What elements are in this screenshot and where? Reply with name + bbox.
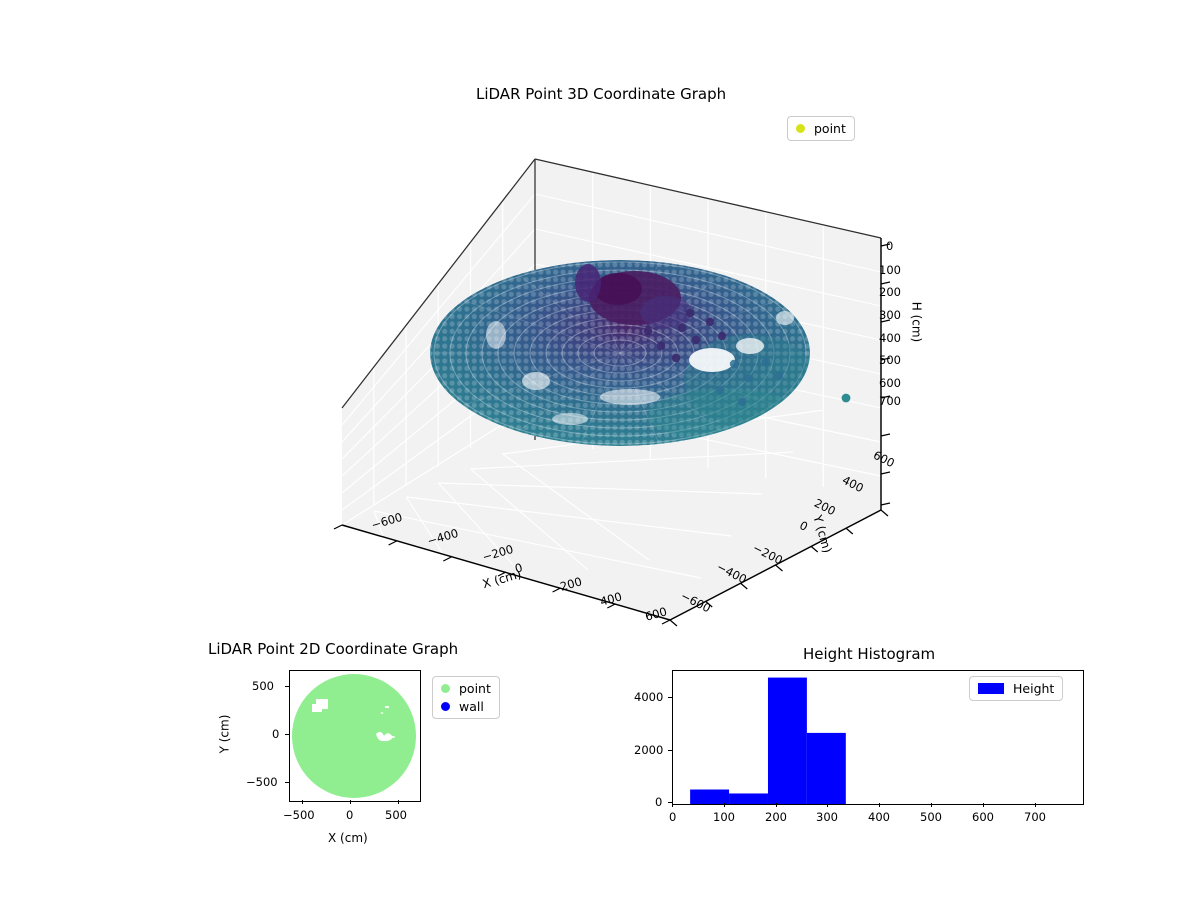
- plot3d-ztick-6: 600: [879, 376, 901, 390]
- histogram-bars: [690, 677, 846, 804]
- plot2d-xtickmark-2: [398, 800, 400, 804]
- plot2d-ytick-0: 0: [272, 727, 280, 741]
- point-marker-icon: [796, 124, 805, 133]
- plot2d-ylabel: Y (cm): [217, 714, 232, 754]
- hist-xtick-500: 500: [920, 810, 942, 824]
- plot3d-ztick-7: 700: [879, 394, 901, 408]
- plot2d-legend[interactable]: point wall: [432, 676, 500, 719]
- hist-xtick-0: 0: [669, 810, 677, 824]
- legend-label: wall: [459, 699, 484, 714]
- plot3d-ztick-1: 100: [879, 263, 901, 277]
- lidar-point-cloud: [430, 260, 851, 446]
- histogram-legend[interactable]: Height: [969, 676, 1064, 701]
- hist-xtickmark-1: [724, 803, 726, 807]
- legend-label: point: [814, 121, 846, 136]
- hist-xtick-600: 600: [972, 810, 994, 824]
- outlier-point: [841, 393, 851, 403]
- plot3d-ztick-0: 0: [886, 239, 894, 253]
- plot2d-axes[interactable]: [289, 670, 421, 802]
- plot3d-zlabel: H (cm): [909, 301, 924, 343]
- plot2d-xtick-neg500: −500: [283, 808, 315, 822]
- plot2d-title: LiDAR Point 2D Coordinate Graph: [208, 640, 459, 658]
- height-bar-icon: [978, 683, 1004, 694]
- plot3d-ztick-2: 200: [879, 285, 901, 299]
- pane-floor: [342, 440, 881, 620]
- hist-xtickmark-6: [983, 803, 985, 807]
- hist-xtickmark-4: [879, 803, 881, 807]
- plot2d-xtick-0: 0: [346, 808, 354, 822]
- plot3d-ztick-4: 400: [879, 331, 901, 345]
- histogram-bar-0: [690, 789, 730, 804]
- plot3d-title: LiDAR Point 3D Coordinate Graph: [476, 85, 727, 103]
- plot2d-ytick-neg500: −500: [246, 775, 278, 789]
- hist-ytick-2000: 2000: [634, 743, 664, 757]
- legend-item-point: point: [796, 121, 846, 136]
- hist-ytick-0: 0: [655, 795, 663, 809]
- plot2d-ytickmark-2: [285, 782, 289, 784]
- legend-item-point: point: [441, 681, 491, 696]
- plot3d-legend[interactable]: point: [787, 116, 855, 141]
- hist-xtickmark-3: [827, 803, 829, 807]
- plot3d-axes[interactable]: [330, 150, 891, 627]
- wall-marker-icon: [441, 702, 450, 711]
- plot3d-ztick-5: 500: [879, 353, 901, 367]
- hist-ytickmark-2: [668, 697, 672, 699]
- histogram-bar-3: [806, 732, 846, 804]
- hist-xtick-100: 100: [713, 810, 735, 824]
- plot2d-xlabel: X (cm): [328, 831, 368, 845]
- plot3d-canvas: [333, 158, 891, 627]
- hist-xtickmark-0: [672, 803, 674, 807]
- hist-xtick-400: 400: [868, 810, 890, 824]
- legend-item-height: Height: [978, 681, 1054, 696]
- hist-xtick-300: 300: [816, 810, 838, 824]
- legend-label: Height: [1013, 681, 1055, 696]
- hist-xtick-700: 700: [1024, 810, 1046, 824]
- plot2d-canvas: [292, 674, 416, 798]
- hist-xtickmark-5: [931, 803, 933, 807]
- plot2d-xtickmark-0: [302, 800, 304, 804]
- histogram-bar-2: [767, 677, 807, 804]
- plot3d-tickmarks: [333, 243, 891, 627]
- hist-ytickmark-1: [668, 750, 672, 752]
- hist-xtick-200: 200: [765, 810, 787, 824]
- histogram-bar-1: [729, 793, 768, 804]
- point-cluster: [292, 674, 416, 798]
- plot2d-ytickmark-0: [285, 686, 289, 688]
- plot2d-ytick-500: 500: [252, 679, 274, 693]
- hist-ytick-4000: 4000: [634, 690, 664, 704]
- legend-item-wall: wall: [441, 699, 491, 714]
- histogram-canvas: [690, 677, 846, 804]
- plot3d-ztick-3: 300: [879, 308, 901, 322]
- point-marker-icon: [441, 684, 450, 693]
- plot2d-ytickmark-1: [285, 734, 289, 736]
- hist-ytickmark-0: [668, 802, 672, 804]
- hist-xtickmark-7: [1035, 803, 1037, 807]
- legend-label: point: [459, 681, 491, 696]
- hist-xtickmark-2: [776, 803, 778, 807]
- plot2d-xtick-500: 500: [385, 808, 407, 822]
- histogram-title: Height Histogram: [803, 645, 936, 663]
- plot2d-xtickmark-1: [350, 800, 352, 804]
